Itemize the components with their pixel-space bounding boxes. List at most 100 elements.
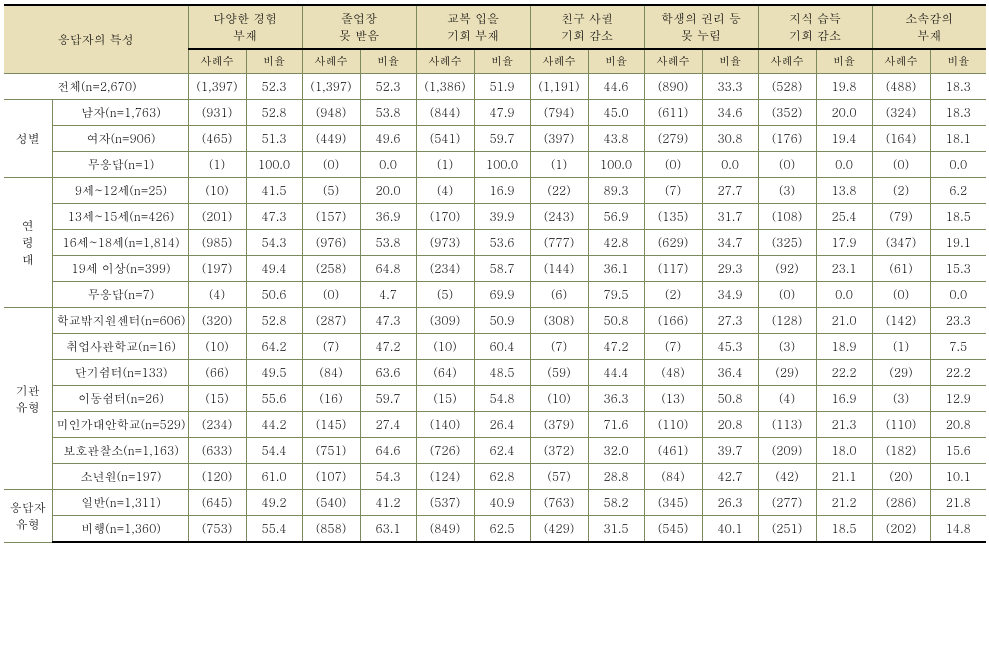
count-cell: (176) bbox=[758, 126, 816, 152]
ratio-cell: 44.4 bbox=[588, 360, 644, 386]
ratio-cell: 7.5 bbox=[930, 334, 986, 360]
count-cell: (629) bbox=[644, 230, 702, 256]
count-cell: (16) bbox=[302, 386, 360, 412]
ratio-cell: 33.3 bbox=[702, 74, 758, 100]
count-cell: (0) bbox=[758, 152, 816, 178]
count-cell: (1) bbox=[872, 334, 930, 360]
count-cell: (633) bbox=[188, 438, 246, 464]
count-cell: (57) bbox=[530, 464, 588, 490]
sub-ratio-4: 비율 bbox=[702, 49, 758, 74]
ratio-cell: 18.9 bbox=[816, 334, 872, 360]
ratio-cell: 54.8 bbox=[474, 386, 530, 412]
ratio-cell: 41.2 bbox=[360, 490, 416, 516]
count-cell: (5) bbox=[302, 178, 360, 204]
ratio-cell: 17.9 bbox=[816, 230, 872, 256]
ratio-cell: 27.7 bbox=[702, 178, 758, 204]
row-label: 학교밖지원센터(n=606) bbox=[52, 308, 188, 334]
ratio-cell: 62.8 bbox=[474, 464, 530, 490]
ratio-cell: 6.2 bbox=[930, 178, 986, 204]
count-cell: (92) bbox=[758, 256, 816, 282]
ratio-cell: 27.4 bbox=[360, 412, 416, 438]
count-cell: (372) bbox=[530, 438, 588, 464]
count-cell: (844) bbox=[416, 100, 474, 126]
ratio-cell: 0.0 bbox=[930, 282, 986, 308]
ratio-cell: 18.3 bbox=[930, 100, 986, 126]
ratio-cell: 47.9 bbox=[474, 100, 530, 126]
ratio-cell: 49.6 bbox=[360, 126, 416, 152]
ratio-cell: 19.8 bbox=[816, 74, 872, 100]
row-label: 9세~12세(n=25) bbox=[52, 178, 188, 204]
header-group-6: 소속감의 부재 bbox=[872, 5, 986, 49]
table-row: 비행(n=1,360)(753)55.4(858)63.1(849)62.5(4… bbox=[4, 516, 986, 543]
table-row: 무응답(n=7)(4)50.6(0)4.7(5)69.9(6)79.5(2)34… bbox=[4, 282, 986, 308]
count-cell: (202) bbox=[872, 516, 930, 543]
count-cell: (465) bbox=[188, 126, 246, 152]
ratio-cell: 52.8 bbox=[246, 100, 302, 126]
count-cell: (135) bbox=[644, 204, 702, 230]
count-cell: (124) bbox=[416, 464, 474, 490]
ratio-cell: 53.8 bbox=[360, 230, 416, 256]
ratio-cell: 18.3 bbox=[930, 74, 986, 100]
ratio-cell: 100.0 bbox=[246, 152, 302, 178]
count-cell: (320) bbox=[188, 308, 246, 334]
ratio-cell: 36.4 bbox=[702, 360, 758, 386]
ratio-cell: 21.2 bbox=[816, 490, 872, 516]
count-cell: (140) bbox=[416, 412, 474, 438]
category-label: 응답자 유형 bbox=[4, 490, 52, 543]
count-cell: (64) bbox=[416, 360, 474, 386]
ratio-cell: 64.8 bbox=[360, 256, 416, 282]
sub-ratio-1: 비율 bbox=[360, 49, 416, 74]
ratio-cell: 79.5 bbox=[588, 282, 644, 308]
count-cell: (429) bbox=[530, 516, 588, 543]
ratio-cell: 63.1 bbox=[360, 516, 416, 543]
header-group-2: 교복 입을 기회 부재 bbox=[416, 5, 530, 49]
count-cell: (352) bbox=[758, 100, 816, 126]
count-cell: (753) bbox=[188, 516, 246, 543]
ratio-cell: 36.9 bbox=[360, 204, 416, 230]
count-cell: (10) bbox=[416, 334, 474, 360]
count-cell: (1,386) bbox=[416, 74, 474, 100]
ratio-cell: 18.5 bbox=[930, 204, 986, 230]
ratio-cell: 44.2 bbox=[246, 412, 302, 438]
ratio-cell: 52.3 bbox=[360, 74, 416, 100]
count-cell: (61) bbox=[872, 256, 930, 282]
count-cell: (7) bbox=[644, 178, 702, 204]
ratio-cell: 100.0 bbox=[588, 152, 644, 178]
count-cell: (309) bbox=[416, 308, 474, 334]
ratio-cell: 59.7 bbox=[360, 386, 416, 412]
count-cell: (197) bbox=[188, 256, 246, 282]
count-cell: (379) bbox=[530, 412, 588, 438]
ratio-cell: 19.1 bbox=[930, 230, 986, 256]
count-cell: (113) bbox=[758, 412, 816, 438]
count-cell: (948) bbox=[302, 100, 360, 126]
ratio-cell: 59.7 bbox=[474, 126, 530, 152]
ratio-cell: 50.8 bbox=[588, 308, 644, 334]
table-row: 응답자 유형일반(n=1,311)(645)49.2(540)41.2(537)… bbox=[4, 490, 986, 516]
ratio-cell: 21.8 bbox=[930, 490, 986, 516]
count-cell: (144) bbox=[530, 256, 588, 282]
ratio-cell: 47.3 bbox=[360, 308, 416, 334]
ratio-cell: 19.4 bbox=[816, 126, 872, 152]
ratio-cell: 0.0 bbox=[816, 152, 872, 178]
count-cell: (645) bbox=[188, 490, 246, 516]
ratio-cell: 50.8 bbox=[702, 386, 758, 412]
count-cell: (10) bbox=[188, 334, 246, 360]
count-cell: (397) bbox=[530, 126, 588, 152]
ratio-cell: 56.9 bbox=[588, 204, 644, 230]
ratio-cell: 42.7 bbox=[702, 464, 758, 490]
ratio-cell: 29.3 bbox=[702, 256, 758, 282]
ratio-cell: 51.9 bbox=[474, 74, 530, 100]
row-label: 단기쉼터(n=133) bbox=[52, 360, 188, 386]
ratio-cell: 54.4 bbox=[246, 438, 302, 464]
ratio-cell: 49.2 bbox=[246, 490, 302, 516]
ratio-cell: 21.3 bbox=[816, 412, 872, 438]
count-cell: (13) bbox=[644, 386, 702, 412]
sub-ratio-3: 비율 bbox=[588, 49, 644, 74]
count-cell: (528) bbox=[758, 74, 816, 100]
count-cell: (976) bbox=[302, 230, 360, 256]
row-label: 이동쉼터(n=26) bbox=[52, 386, 188, 412]
category-label: 기관 유형 bbox=[4, 308, 52, 490]
table-row: 성별남자(n=1,763)(931)52.8(948)53.8(844)47.9… bbox=[4, 100, 986, 126]
ratio-cell: 45.3 bbox=[702, 334, 758, 360]
sub-ratio-0: 비율 bbox=[246, 49, 302, 74]
